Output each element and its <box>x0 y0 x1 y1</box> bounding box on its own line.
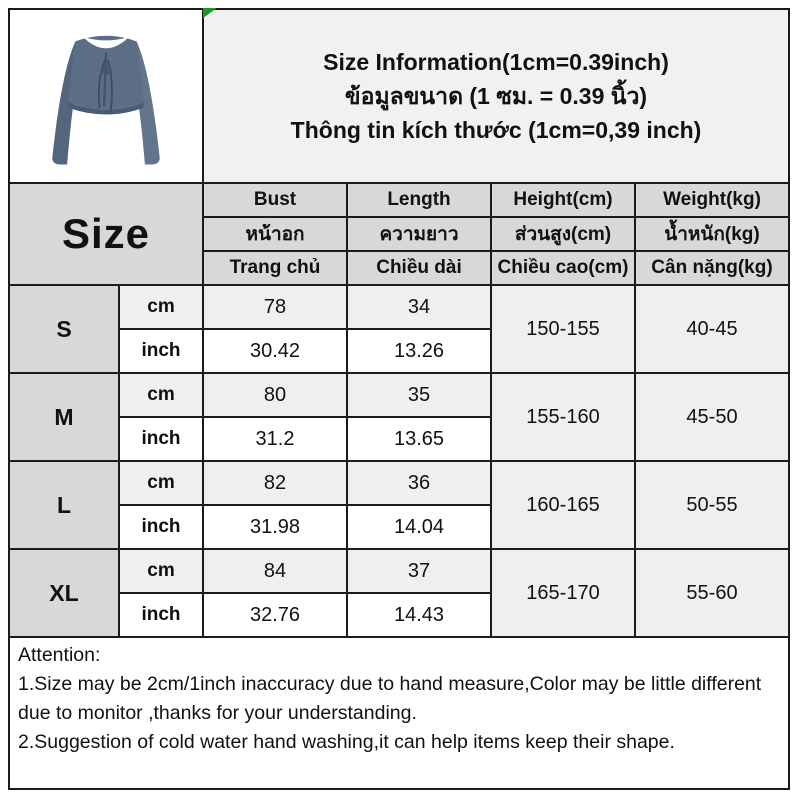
bust-cm-l: 82 <box>204 462 346 504</box>
unit-cm-m: cm <box>120 374 202 416</box>
green-corner-marker <box>203 8 217 18</box>
length-inch-m: 13.65 <box>348 418 490 460</box>
size-chart-sheet: Size Information(1cm=0.39inch) ข้อมูลขนา… <box>8 8 790 790</box>
size-label-l: L <box>10 462 118 548</box>
title-block: Size Information(1cm=0.39inch) ข้อมูลขนา… <box>204 10 788 182</box>
bust-inch-m: 31.2 <box>204 418 346 460</box>
product-photo-cell <box>10 10 202 182</box>
col-header-weight-vi: Cân nặng(kg) <box>636 252 788 284</box>
size-label-m: M <box>10 374 118 460</box>
height-xl: 165-170 <box>492 550 634 636</box>
length-inch-l: 14.04 <box>348 506 490 548</box>
height-s: 150-155 <box>492 286 634 372</box>
attention-note: Attention: 1.Size may be 2cm/1inch inacc… <box>10 638 788 788</box>
length-cm-xl: 37 <box>348 550 490 592</box>
title-vietnamese: Thông tin kích thước (1cm=0,39 inch) <box>290 117 702 143</box>
length-cm-m: 35 <box>348 374 490 416</box>
height-m: 155-160 <box>492 374 634 460</box>
attention-heading: Attention: <box>18 644 101 666</box>
bust-cm-m: 80 <box>204 374 346 416</box>
col-header-bust-vi: Trang chủ <box>204 252 346 284</box>
bust-cm-s: 78 <box>204 286 346 328</box>
col-header-length-th: ความยาว <box>348 218 490 250</box>
unit-inch-l: inch <box>120 506 202 548</box>
col-header-bust-en: Bust <box>204 184 346 216</box>
weight-m: 45-50 <box>636 374 788 460</box>
weight-l: 50-55 <box>636 462 788 548</box>
unit-inch-s: inch <box>120 330 202 372</box>
length-inch-s: 13.26 <box>348 330 490 372</box>
col-header-weight-en: Weight(kg) <box>636 184 788 216</box>
unit-cm-xl: cm <box>120 550 202 592</box>
col-header-height-en: Height(cm) <box>492 184 634 216</box>
unit-inch-m: inch <box>120 418 202 460</box>
height-l: 160-165 <box>492 462 634 548</box>
weight-xl: 55-60 <box>636 550 788 636</box>
length-inch-xl: 14.43 <box>348 594 490 636</box>
bust-inch-l: 31.98 <box>204 506 346 548</box>
col-header-length-vi: Chiều dài <box>348 252 490 284</box>
col-header-length-en: Length <box>348 184 490 216</box>
title-english: Size Information(1cm=0.39inch) <box>323 49 669 75</box>
col-header-bust-th: หน้าอก <box>204 218 346 250</box>
size-label-xl: XL <box>10 550 118 636</box>
bust-inch-xl: 32.76 <box>204 594 346 636</box>
title-thai: ข้อมูลขนาด (1 ซม. = 0.39 นิ้ว) <box>344 83 648 109</box>
attention-line-2: 2.Suggestion of cold water hand washing,… <box>18 731 675 753</box>
unit-inch-xl: inch <box>120 594 202 636</box>
bust-cm-xl: 84 <box>204 550 346 592</box>
product-photo <box>52 35 160 165</box>
unit-cm-l: cm <box>120 462 202 504</box>
col-header-weight-th: น้ำหนัก(kg) <box>636 218 788 250</box>
length-cm-l: 36 <box>348 462 490 504</box>
unit-cm-s: cm <box>120 286 202 328</box>
bust-inch-s: 30.42 <box>204 330 346 372</box>
col-header-height-th: ส่วนสูง(cm) <box>492 218 634 250</box>
size-label-s: S <box>10 286 118 372</box>
col-header-height-vi: Chiều cao(cm) <box>492 252 634 284</box>
attention-line-1: 1.Size may be 2cm/1inch inaccuracy due t… <box>18 673 762 724</box>
size-column-header: Size <box>10 184 202 284</box>
length-cm-s: 34 <box>348 286 490 328</box>
weight-s: 40-45 <box>636 286 788 372</box>
